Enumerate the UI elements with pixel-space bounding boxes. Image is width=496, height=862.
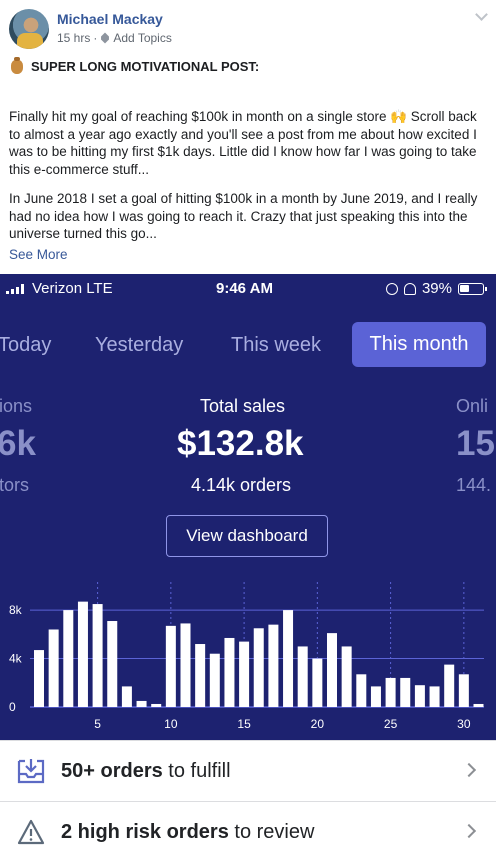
bar-day-26[interactable] <box>400 677 411 707</box>
battery-icon <box>458 282 487 295</box>
bar-day-10[interactable] <box>165 625 176 707</box>
chevron-right-icon <box>461 762 477 778</box>
tab-this-month[interactable]: This month <box>352 322 486 367</box>
tab-today[interactable]: Today <box>0 334 52 356</box>
money-bag-icon <box>11 56 23 74</box>
post-time[interactable]: 15 hrs <box>57 31 91 45</box>
signal-strength-icon <box>6 284 24 294</box>
battery-percent: 39% <box>421 280 452 297</box>
orders-to-fulfill-row[interactable]: 50+ orders to fulfill <box>0 740 496 801</box>
high-risk-orders-text: 2 high risk orders to review <box>61 821 314 844</box>
author-name[interactable]: Michael Mackay <box>57 11 163 27</box>
bar-day-17[interactable] <box>268 624 279 707</box>
sales-bar-chart: 0 4k 8k 5 10 15 20 25 30 <box>9 582 484 731</box>
bar-day-22[interactable] <box>341 646 352 707</box>
bar-day-4[interactable] <box>77 601 88 707</box>
bar-day-28[interactable] <box>429 686 440 707</box>
review-label: to review <box>228 821 315 843</box>
post-paragraph-2: In June 2018 I set a goal of hitting $10… <box>9 191 478 241</box>
post-options-chevron-icon[interactable] <box>475 8 488 21</box>
bar-day-13[interactable] <box>209 653 220 707</box>
bar-day-19[interactable] <box>297 646 308 707</box>
fulfill-count: 50+ orders <box>61 760 163 782</box>
facebook-post: Michael Mackay 15 hrs · Add Topics SUPER… <box>0 0 496 274</box>
orders-to-fulfill-text: 50+ orders to fulfill <box>61 760 231 783</box>
meta-separator: · <box>93 31 98 45</box>
x-tick-label: 25 <box>384 717 398 731</box>
y-tick-label: 0 <box>9 700 16 714</box>
see-more-link[interactable]: See More <box>9 247 68 262</box>
left-metric-sub: tors <box>0 475 30 495</box>
bar-day-3[interactable] <box>63 610 74 707</box>
bar-day-5[interactable] <box>92 604 103 707</box>
post-headline: SUPER LONG MOTIVATIONAL POST: <box>11 56 260 74</box>
bar-day-14[interactable] <box>224 637 235 707</box>
x-tick-label: 15 <box>237 717 251 731</box>
bar-day-11[interactable] <box>180 623 191 707</box>
x-tick-label: 10 <box>164 717 178 731</box>
tab-this-week[interactable]: This week <box>231 334 322 356</box>
status-time: 9:46 AM <box>216 280 273 297</box>
y-tick-label: 4k <box>9 652 23 666</box>
lock-rotation-icon <box>385 282 398 295</box>
bar-day-31[interactable] <box>473 703 484 707</box>
bar-day-23[interactable] <box>356 674 367 707</box>
bar-day-29[interactable] <box>444 664 455 707</box>
date-range-tabs: Today Yesterday This week This month <box>0 322 496 368</box>
high-risk-orders-row[interactable]: 2 high risk orders to review <box>0 801 496 862</box>
bar-day-18[interactable] <box>283 610 294 707</box>
right-metric-value: 15 <box>456 424 495 463</box>
bar-day-15[interactable] <box>239 641 250 707</box>
bar-day-8[interactable] <box>136 700 147 707</box>
bar-day-21[interactable] <box>327 633 337 707</box>
tag-icon <box>100 32 111 43</box>
bar-day-12[interactable] <box>195 644 206 707</box>
right-metric-sub: 144. <box>456 475 492 495</box>
fulfill-label: to fulfill <box>162 760 231 782</box>
bar-day-20[interactable] <box>312 658 323 707</box>
warning-triangle-icon <box>17 819 45 845</box>
bar-day-9[interactable] <box>151 703 162 707</box>
add-topics-link[interactable]: Add Topics <box>113 31 172 45</box>
bar-day-6[interactable] <box>107 621 118 707</box>
post-paragraph-1: Finally hit my goal of reaching $100k in… <box>9 109 477 177</box>
bar-day-27[interactable] <box>414 685 425 707</box>
bar-day-30[interactable] <box>458 674 469 707</box>
risk-count: 2 high risk orders <box>61 821 229 843</box>
bar-day-16[interactable] <box>253 628 264 707</box>
y-tick-label: 8k <box>9 603 23 617</box>
x-tick-label: 5 <box>94 717 101 731</box>
total-orders: 4.14k orders <box>191 475 292 495</box>
bar-day-7[interactable] <box>121 686 132 707</box>
author-avatar[interactable] <box>9 9 49 49</box>
shopify-screenshot: Verizon LTE 9:46 AM 39% Today Yesterday … <box>0 274 496 740</box>
left-metric-label: ions <box>0 396 33 416</box>
bar-day-1[interactable] <box>34 650 44 707</box>
total-sales-value: $132.8k <box>177 424 304 463</box>
chevron-right-icon <box>461 823 477 839</box>
right-metric-label: Onli <box>456 396 489 416</box>
bar-day-24[interactable] <box>370 686 381 707</box>
headline-text: SUPER LONG MOTIVATIONAL POST: <box>31 59 260 74</box>
x-tick-label: 20 <box>311 717 325 731</box>
total-sales-label: Total sales <box>200 396 286 416</box>
post-meta: 15 hrs · Add Topics <box>57 31 172 45</box>
inbox-download-icon <box>17 759 45 784</box>
x-tick-label: 30 <box>457 717 471 731</box>
view-dashboard-button[interactable]: View dashboard <box>166 515 328 557</box>
carrier-label: Verizon LTE <box>32 280 113 297</box>
bar-day-25[interactable] <box>385 677 396 707</box>
status-right: 39% <box>385 280 487 297</box>
bar-day-2[interactable] <box>48 629 59 707</box>
left-metric-value: 6k <box>0 424 36 463</box>
status-bar: Verizon LTE 9:46 AM 39% <box>0 274 496 304</box>
tab-yesterday[interactable]: Yesterday <box>95 334 184 356</box>
headphones-icon <box>403 282 416 295</box>
